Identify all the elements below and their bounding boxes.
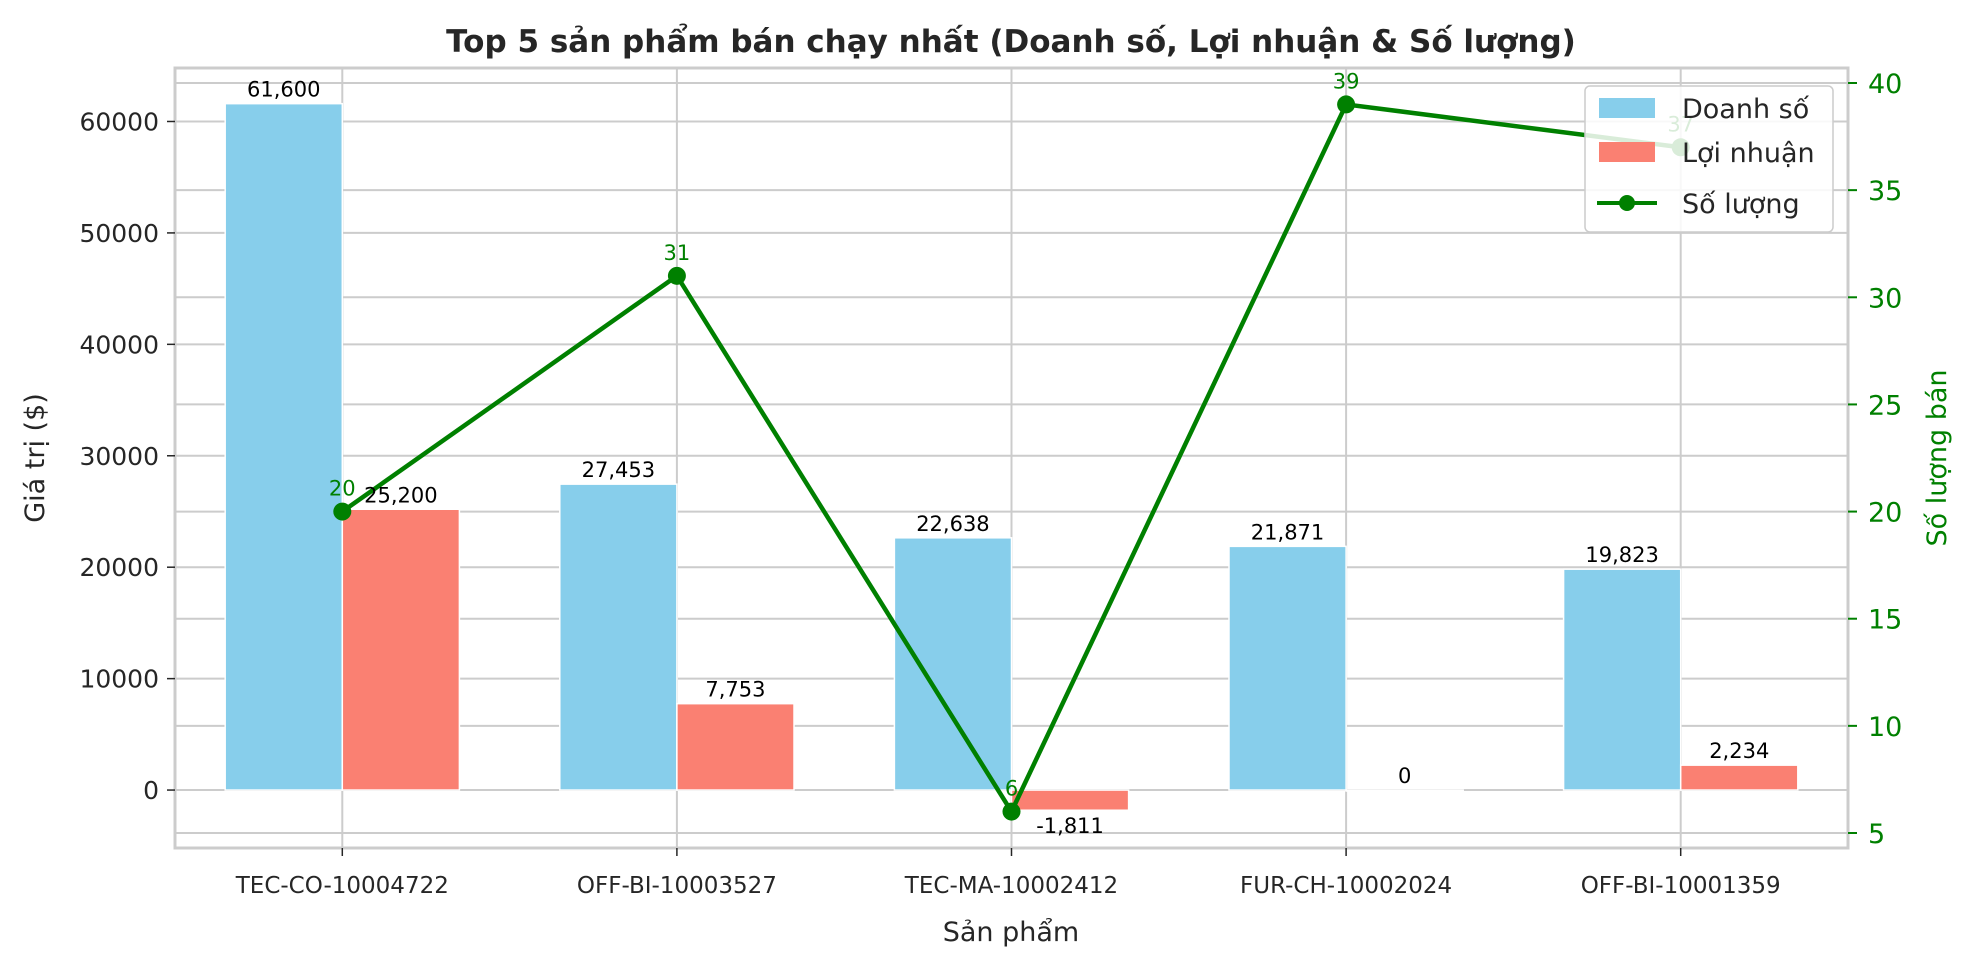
y-tick-label: 0 bbox=[143, 776, 159, 805]
legend-label-sales: Doanh số bbox=[1682, 94, 1810, 125]
legend-frame bbox=[1584, 85, 1834, 233]
axis-ticks: 0 10000 20000 30000 40000 50000 60000 5 10 15 20 25… bbox=[79, 69, 1902, 899]
legend-swatch-profit bbox=[1599, 142, 1655, 162]
chart-title: Top 5 sản phẩm bán chạy nhất (Doanh số, … bbox=[446, 24, 1576, 60]
legend-label-quantity: Số lượng bbox=[1682, 189, 1800, 220]
sales-bar-label: 27,453 bbox=[582, 458, 655, 482]
x-tick-label: OFF-BI-10001359 bbox=[1581, 873, 1781, 899]
profit-bar bbox=[341, 508, 461, 791]
quantity-point bbox=[1337, 95, 1356, 114]
sales-bar bbox=[1562, 568, 1682, 791]
sales-bar bbox=[224, 102, 344, 791]
y2-tick-label: 40 bbox=[1868, 69, 1902, 100]
quantity-point-label: 31 bbox=[664, 241, 691, 265]
sales-bar-label: 22,638 bbox=[916, 512, 989, 536]
quantity-point bbox=[1002, 802, 1021, 821]
data-labels: 61,600 27,453 22,638 21,871 19,823 25,200 7,75… bbox=[247, 69, 1769, 838]
y-tick-label: 40000 bbox=[79, 330, 159, 359]
y-tick-label: 60000 bbox=[79, 107, 159, 136]
profit-bar-label: -1,811 bbox=[1036, 814, 1104, 838]
y2-tick-label: 20 bbox=[1868, 498, 1902, 529]
sales-bar-label: 61,600 bbox=[247, 78, 320, 102]
legend-label-profit: Lợi nhuận bbox=[1682, 138, 1815, 169]
sales-bar-label: 21,871 bbox=[1251, 520, 1324, 544]
quantity-point-label: 39 bbox=[1333, 69, 1360, 93]
profit-bar bbox=[1679, 764, 1799, 791]
profit-bar-label: 0 bbox=[1398, 764, 1411, 788]
profit-bar bbox=[1345, 789, 1464, 792]
x-tick-label: FUR-CH-10002024 bbox=[1240, 873, 1452, 899]
profit-bar-label: 2,234 bbox=[1709, 739, 1769, 763]
profit-bar-label: 7,753 bbox=[705, 678, 765, 702]
y2-tick-label: 5 bbox=[1868, 819, 1885, 850]
profit-bar bbox=[1010, 789, 1130, 811]
profit-bar-label: 25,200 bbox=[364, 483, 437, 507]
quantity-point bbox=[333, 502, 352, 521]
x-tick-label: TEC-MA-10002412 bbox=[904, 873, 1118, 899]
y-tick-label: 20000 bbox=[79, 553, 159, 582]
sales-bar bbox=[559, 483, 678, 791]
y2-tick-label: 35 bbox=[1868, 176, 1902, 207]
y2-tick-label: 15 bbox=[1868, 605, 1902, 636]
sales-bar-label: 19,823 bbox=[1585, 543, 1658, 567]
sales-bar bbox=[893, 537, 1013, 791]
y-tick-label: 10000 bbox=[79, 665, 159, 694]
y2-axis-title: Số lượng bán bbox=[1922, 369, 1953, 546]
quantity-point-label: 6 bbox=[1005, 777, 1018, 801]
x-tick-label: TEC-CO-10004722 bbox=[235, 873, 449, 899]
quantity-point-label: 20 bbox=[329, 477, 356, 501]
x-axis-title: Sản phẩm bbox=[943, 917, 1079, 948]
y-tick-label: 30000 bbox=[79, 442, 159, 471]
y2-tick-label: 30 bbox=[1868, 283, 1902, 314]
y2-tick-label: 25 bbox=[1868, 390, 1902, 421]
legend-swatch-quantity-marker bbox=[1619, 195, 1635, 211]
legend-swatch-sales bbox=[1599, 98, 1655, 118]
quantity-point bbox=[667, 266, 686, 285]
sales-bar bbox=[1228, 545, 1347, 791]
x-tick-label: OFF-BI-10003527 bbox=[577, 873, 777, 899]
y2-tick-label: 10 bbox=[1868, 712, 1902, 743]
profit-bar bbox=[676, 702, 795, 791]
y-tick-label: 50000 bbox=[79, 219, 159, 248]
y-axis-title: Giá trị ($) bbox=[20, 393, 51, 523]
legend: Doanh số Lợi nhuận Số lượng bbox=[1584, 85, 1834, 233]
bars bbox=[224, 102, 1799, 811]
